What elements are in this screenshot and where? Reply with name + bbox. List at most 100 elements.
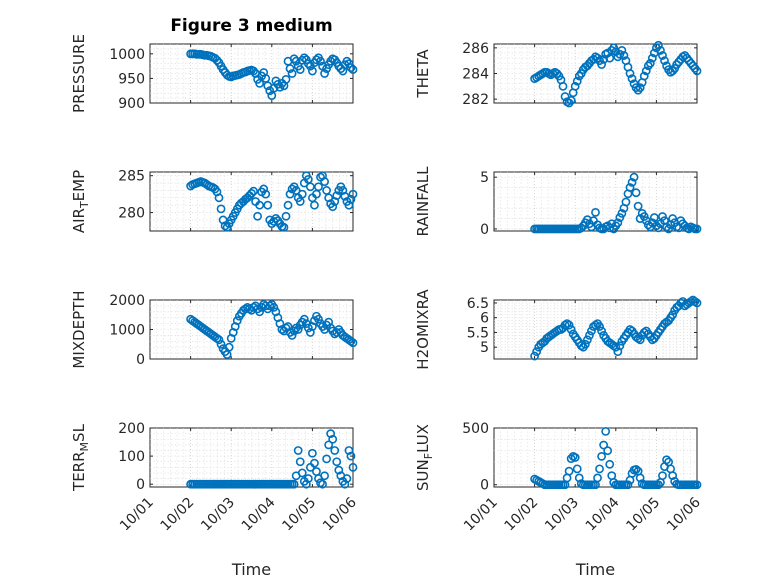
data-point xyxy=(247,188,256,198)
data-point xyxy=(285,189,295,199)
data-point xyxy=(635,473,645,483)
y-tick-label: 900 xyxy=(118,96,145,112)
data-point xyxy=(279,222,289,232)
x-tick-label: 10/04 xyxy=(583,494,623,534)
data-point xyxy=(605,53,615,63)
data-point xyxy=(595,322,604,331)
data-point xyxy=(611,342,621,352)
y-tick-label: 100 xyxy=(118,449,145,465)
subplot-h2omixra: 55.566.5 H2OMIXRA xyxy=(414,289,702,370)
y-tick-label: 1000 xyxy=(109,47,145,63)
data-point xyxy=(303,474,313,483)
data-point xyxy=(603,446,613,456)
data-point xyxy=(249,186,258,196)
data-point xyxy=(658,471,667,481)
y-axis-label: MIXDEPTH xyxy=(70,290,88,368)
data-point xyxy=(281,211,291,221)
y-tick-label: 6 xyxy=(480,311,489,327)
y-tick-label: 282 xyxy=(462,92,489,108)
data-point xyxy=(348,189,358,199)
y-axis-label: SUNFLUX xyxy=(414,424,435,491)
data-point xyxy=(287,69,297,78)
data-point xyxy=(615,341,625,351)
data-point xyxy=(263,200,273,210)
data-point xyxy=(303,323,313,333)
subplot-terr: 0 100 200 TERRMSL 10/01 10/02 10/03 10/04 10/05 1… xyxy=(70,421,360,579)
y-tick-label: 0 xyxy=(480,478,489,494)
data-point xyxy=(639,328,649,337)
data-point xyxy=(692,480,702,490)
data-point xyxy=(558,81,568,91)
data-point xyxy=(342,56,352,66)
data-point xyxy=(255,200,265,210)
data-point xyxy=(348,462,358,472)
data-point xyxy=(582,215,592,225)
data-point xyxy=(305,182,315,192)
data-point xyxy=(322,454,332,464)
data-point xyxy=(647,53,657,63)
data-point xyxy=(224,342,234,352)
data-point xyxy=(249,302,258,312)
data-point xyxy=(255,307,265,317)
data-point xyxy=(281,75,291,84)
data-point xyxy=(562,319,572,328)
y-tick-label: 0 xyxy=(136,352,145,368)
data-point xyxy=(328,202,338,212)
data-point xyxy=(348,338,358,348)
x-tick-label: 10/06 xyxy=(320,494,360,534)
data-point xyxy=(560,320,570,330)
y-tick-label: 280 xyxy=(118,206,145,222)
data-point xyxy=(625,69,635,78)
data-point xyxy=(328,434,338,444)
data-point xyxy=(645,58,655,68)
data-point xyxy=(312,55,321,65)
data-point xyxy=(599,54,609,64)
data-point xyxy=(574,473,584,483)
data-point xyxy=(635,83,645,93)
data-point xyxy=(621,197,631,207)
data-point xyxy=(293,325,303,334)
data-point xyxy=(346,336,356,346)
data-point xyxy=(617,209,627,218)
data-point xyxy=(265,301,275,311)
data-point xyxy=(287,330,297,340)
data-point xyxy=(633,201,643,211)
data-point xyxy=(340,479,350,489)
data-point xyxy=(560,92,570,101)
data-point xyxy=(289,54,299,64)
data-point xyxy=(664,224,673,234)
x-axis-label: Time xyxy=(575,560,615,579)
subplot-mixdepth: 0 1000 2000 MIXDEPTH xyxy=(70,290,358,369)
data-point xyxy=(316,56,325,66)
data-point xyxy=(261,189,271,199)
data-point xyxy=(635,335,645,345)
data-point xyxy=(627,74,637,84)
x-tick-label: 10/05 xyxy=(279,495,319,535)
data-point xyxy=(320,325,329,334)
data-point xyxy=(564,466,574,476)
data-point xyxy=(654,480,663,490)
subplot-air: 280 285 AIRTEMP xyxy=(70,169,358,233)
y-axis-label: PRESSURE xyxy=(70,34,88,113)
y-axis-label: AIRTEMP xyxy=(70,170,91,233)
data-point xyxy=(662,455,671,465)
y-tick-label: 0 xyxy=(480,222,489,238)
data-point xyxy=(297,468,307,478)
data-point xyxy=(591,320,600,330)
data-point xyxy=(631,188,641,198)
data-point xyxy=(259,184,269,194)
data-point xyxy=(572,464,582,474)
y-tick-label: 6.5 xyxy=(467,296,489,312)
data-point xyxy=(576,341,586,351)
data-point xyxy=(307,448,317,458)
y-tick-label: 5 xyxy=(480,340,489,356)
data-point xyxy=(601,427,611,436)
y-tick-label: 200 xyxy=(118,421,145,437)
data-point xyxy=(330,446,340,455)
figure-title: Figure 3 medium xyxy=(170,16,332,36)
data-point xyxy=(285,64,295,73)
data-point xyxy=(348,65,358,74)
y-tick-label: 285 xyxy=(118,169,145,185)
data-point xyxy=(320,177,329,186)
